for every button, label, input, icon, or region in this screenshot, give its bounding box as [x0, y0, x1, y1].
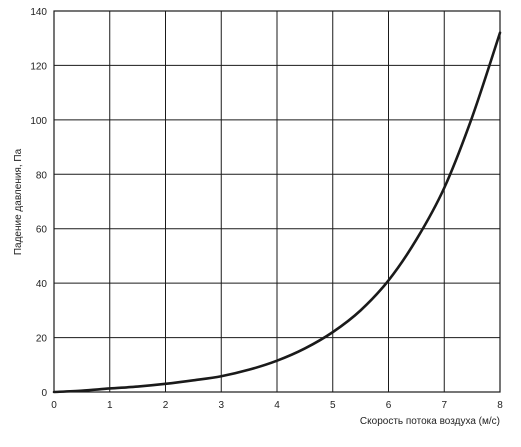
- y-axis-label: Падение давления, Па: [13, 148, 24, 255]
- y-tick-label-120: 120: [30, 61, 47, 72]
- x-axis-label: Скорость потока воздуха (м/с): [360, 416, 500, 427]
- curve-layer: [52, 31, 502, 394]
- x-tick-label-1: 1: [107, 400, 113, 411]
- x-tick-label-5: 5: [330, 400, 336, 411]
- plot-frame: [53, 10, 501, 393]
- y-tick-labels: 0 20 40 60 80 100 120 140: [30, 7, 47, 399]
- x-tick-label-7: 7: [441, 400, 447, 411]
- x-tick-label-2: 2: [163, 400, 169, 411]
- x-tick-labels: 0 1 2 3 4 5 6 7 8: [51, 400, 503, 411]
- y-tick-label-0: 0: [41, 388, 47, 399]
- x-tick-label-8: 8: [497, 400, 503, 411]
- grid: [54, 11, 500, 392]
- y-tick-label-20: 20: [36, 334, 48, 345]
- x-tick-label-3: 3: [218, 400, 224, 411]
- y-tick-label-80: 80: [36, 170, 48, 181]
- series-line-0: [52, 31, 502, 394]
- x-tick-label-6: 6: [386, 400, 392, 411]
- x-tick-label-4: 4: [274, 400, 280, 411]
- x-tick-label-0: 0: [51, 400, 57, 411]
- y-tick-label-100: 100: [30, 116, 47, 127]
- y-tick-label-60: 60: [36, 225, 48, 236]
- y-tick-label-40: 40: [36, 279, 48, 290]
- y-tick-label-140: 140: [30, 7, 47, 18]
- plot-border: [53, 10, 501, 393]
